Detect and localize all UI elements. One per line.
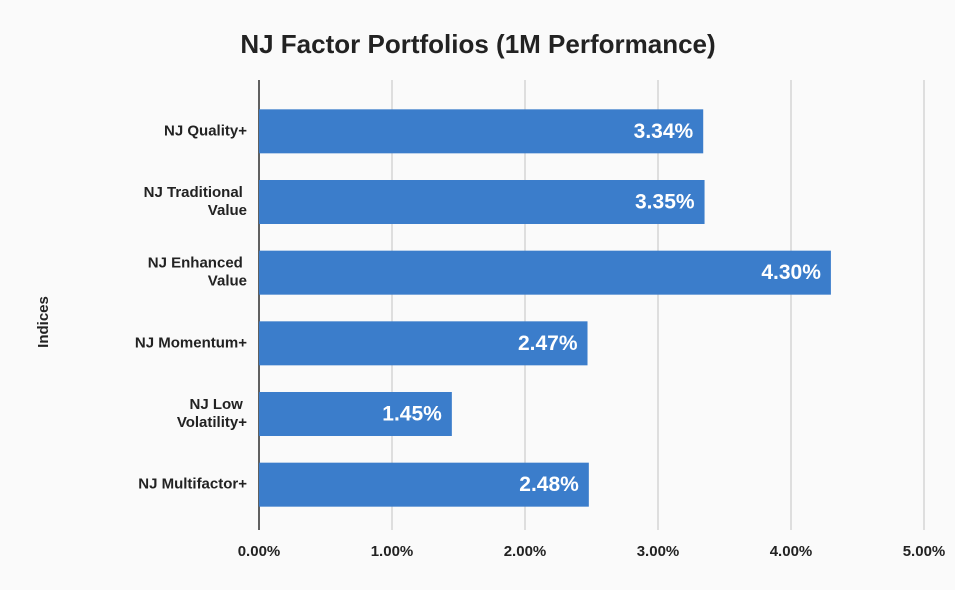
- bar: [259, 392, 452, 436]
- x-tick-label: 3.00%: [637, 543, 680, 560]
- y-tick-label: NJ Multifactor+: [138, 476, 247, 493]
- value-label: 3.34%: [634, 120, 694, 143]
- value-label: 1.45%: [382, 403, 442, 426]
- x-tick-label: 1.00%: [371, 543, 414, 560]
- y-tick-label: NJ Traditional Value: [144, 184, 247, 219]
- y-tick-label: NJ Quality+: [164, 122, 247, 139]
- value-label: 2.48%: [519, 473, 579, 496]
- x-tick-label: 5.00%: [903, 543, 946, 560]
- chart-title: NJ Factor Portfolios (1M Performance): [240, 29, 715, 59]
- x-tick-label: 0.00%: [238, 543, 281, 560]
- bar: [259, 180, 705, 224]
- value-label: 3.35%: [635, 191, 695, 214]
- x-tick-label: 4.00%: [770, 543, 813, 560]
- y-axis-label: Indices: [35, 296, 52, 348]
- y-tick-label: NJ Momentum+: [135, 334, 247, 351]
- value-label: 2.47%: [518, 332, 578, 355]
- bar: [259, 250, 831, 295]
- bar: [259, 462, 589, 507]
- y-tick-label: NJ Enhanced Value: [148, 255, 247, 290]
- bar: [259, 321, 588, 366]
- bar: [259, 109, 704, 154]
- y-tick-label: NJ Low Volatility+: [177, 396, 247, 431]
- value-label: 4.30%: [761, 261, 821, 284]
- x-tick-label: 2.00%: [504, 543, 547, 560]
